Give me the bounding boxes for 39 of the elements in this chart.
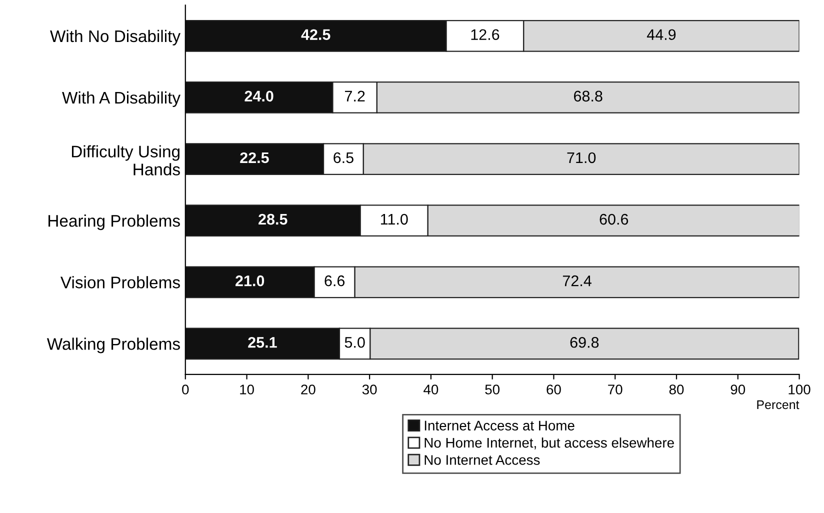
data-label: 60.6 xyxy=(600,214,628,225)
data-label: 28.5 xyxy=(258,214,288,225)
legend-label: Internet Access at Home xyxy=(424,420,574,431)
data-label: 12.6 xyxy=(471,29,500,40)
data-label: 42.5 xyxy=(301,29,330,40)
y-tick-label: Walking Problems xyxy=(46,338,180,354)
data-label: 6.6 xyxy=(324,275,345,286)
data-label: 21.0 xyxy=(236,275,264,286)
data-label: 7.2 xyxy=(344,90,365,102)
x-tick-label: 80 xyxy=(669,384,684,394)
y-tick-label: Vision Problems xyxy=(60,276,180,288)
x-tick-label: 50 xyxy=(485,384,500,394)
y-tick-label: Hearing Problems xyxy=(48,214,180,230)
legend-label: No Internet Access xyxy=(424,455,540,465)
data-label: 6.5 xyxy=(334,152,354,164)
y-tick-label: With A Disability xyxy=(62,91,181,107)
x-axis-title: Percent xyxy=(757,400,800,410)
data-label: 25.1 xyxy=(248,336,277,348)
data-label: 68.8 xyxy=(574,90,602,102)
data-label: 22.5 xyxy=(240,152,269,164)
x-tick-label: 30 xyxy=(362,384,377,394)
x-tick-label: 60 xyxy=(546,384,561,394)
x-tick-label: 100 xyxy=(788,384,810,394)
y-tick-label: Difficulty Using Hands xyxy=(72,145,180,176)
data-label: 5.0 xyxy=(344,336,365,348)
x-tick-label: 10 xyxy=(240,384,254,394)
data-label: 44.9 xyxy=(646,29,676,40)
data-label: 69.8 xyxy=(570,336,599,348)
x-tick-label: 90 xyxy=(730,384,746,394)
y-tick-label: With No Disability xyxy=(50,30,181,46)
x-tick-label: 70 xyxy=(608,384,622,394)
x-tick-label: 0 xyxy=(182,384,189,394)
data-label: 72.4 xyxy=(562,275,592,286)
data-label: 71.0 xyxy=(567,152,596,164)
data-label: 24.0 xyxy=(244,90,274,102)
x-tick-label: 40 xyxy=(424,384,438,394)
data-label: 11.0 xyxy=(380,214,408,225)
legend-label: No Home Internet, but access elsewhere xyxy=(424,437,674,450)
x-tick-label: 20 xyxy=(301,384,316,394)
